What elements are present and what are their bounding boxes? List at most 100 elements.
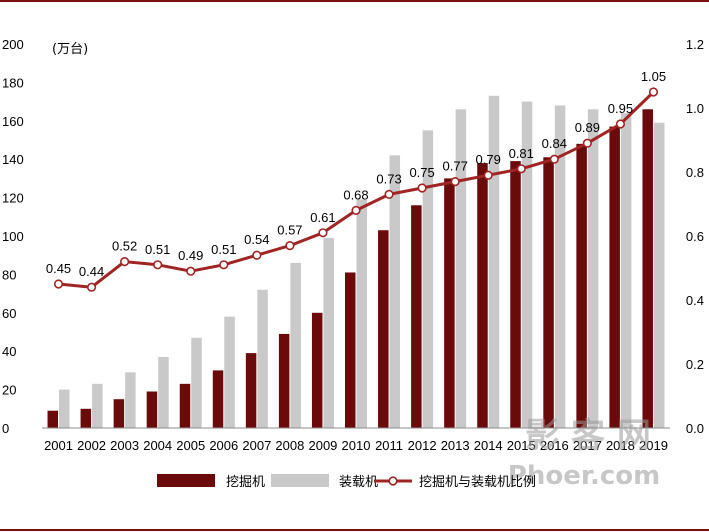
ratio-point (86, 282, 97, 292)
ratio-point (549, 154, 559, 164)
bar-loader (59, 389, 70, 428)
ratio-data-label: 0.57 (277, 223, 302, 238)
ratio-data-label: 0.79 (476, 152, 501, 167)
x-axis-tick-label: 2016 (540, 438, 569, 453)
ratio-data-label: 0.54 (244, 232, 269, 247)
ratio-point (153, 260, 163, 270)
bar-loader (653, 122, 665, 428)
unit-label: (万台) (52, 42, 88, 57)
left-axis-tick-label: 0 (2, 421, 9, 436)
bar-loader (356, 199, 367, 428)
watermark-line2: Phoer.com (508, 461, 660, 491)
ratio-point (318, 228, 328, 238)
ratio-point (648, 87, 659, 97)
bar-excavator (47, 410, 59, 428)
ratio-point (186, 266, 196, 276)
bar-excavator (510, 161, 521, 428)
bar-excavator (278, 333, 290, 428)
left-axis-tick-label: 100 (2, 229, 24, 244)
ratio-point (252, 250, 262, 260)
x-axis-tick-label: 2001 (44, 438, 73, 453)
bar-loader (191, 337, 202, 428)
left-axis-tick-label: 80 (2, 267, 16, 282)
right-axis-tick-label: 1.0 (686, 101, 704, 116)
x-axis-tick-label: 2006 (209, 438, 238, 453)
bar-excavator (311, 312, 323, 428)
ratio-point (120, 257, 130, 267)
bar-loader (125, 372, 136, 428)
ratio-data-label: 0.77 (443, 159, 468, 174)
x-axis-tick-label: 2012 (408, 438, 437, 453)
ratio-point (516, 164, 526, 174)
ratio-data-label: 0.84 (542, 136, 567, 151)
ratio-point (384, 189, 394, 199)
legend: 挖掘机 装载机 挖掘机与装载机比例 (157, 474, 536, 490)
x-axis-tick-label: 2013 (441, 438, 470, 453)
bar-excavator (411, 205, 422, 428)
bar-excavator (576, 143, 587, 428)
x-axis-tick-label: 2003 (110, 438, 139, 453)
watermark: 影 客 网 Phoer.com (508, 416, 660, 491)
bar-loader (521, 101, 533, 428)
ratio-point (351, 205, 361, 215)
left-axis-tick-label: 120 (2, 191, 24, 206)
ratio-data-label: 0.89 (575, 120, 600, 135)
bar-loader (455, 109, 467, 428)
bar-loader (620, 113, 632, 429)
bottom-rule (0, 529, 709, 531)
x-axis-tick-label: 2015 (507, 438, 536, 453)
bar-excavator (212, 370, 224, 428)
ratio-data-label: 0.81 (509, 146, 534, 161)
left-axis-tick-label: 160 (2, 114, 24, 129)
left-axis-tick-label: 200 (2, 37, 24, 52)
bar-excavator (146, 391, 158, 428)
bar-excavator (543, 157, 554, 428)
bar-excavator (179, 383, 191, 428)
x-axis-tick-label: 2017 (573, 438, 602, 453)
legend-label-loader: 装载机 (339, 475, 378, 490)
ratio-point (417, 183, 427, 193)
bar-loader (389, 155, 401, 429)
ratio-data-label: 0.95 (608, 101, 633, 116)
ratio-data-label: 0.45 (46, 261, 71, 276)
ratio-point (53, 279, 64, 289)
ratio-data-label: 1.05 (641, 69, 666, 84)
ratio-data-label: 0.52 (112, 239, 137, 254)
right-axis-tick-label: 1.2 (686, 37, 704, 52)
x-axis-tick-label: 2011 (375, 438, 403, 453)
x-axis-tick-label: 2014 (474, 438, 503, 453)
x-axis-tick-label: 2010 (342, 438, 371, 453)
bar-loader (290, 262, 301, 428)
ratio-data-label: 0.51 (211, 242, 236, 257)
right-axis-tick-label: 0.4 (686, 293, 704, 308)
bar-loader (422, 130, 434, 428)
ratio-point (615, 119, 626, 129)
left-axis-tick-label: 60 (2, 306, 16, 321)
ratio-point (219, 260, 229, 270)
ratio-data-label: 0.73 (376, 171, 401, 186)
legend-label-ratio: 挖掘机与装载机比例 (419, 475, 536, 490)
right-axis-tick-label: 0.2 (686, 357, 704, 372)
bar-loader (554, 105, 566, 428)
legend-swatch-loader (271, 474, 329, 487)
bar-loader (323, 237, 334, 428)
top-rule (0, 0, 709, 2)
x-axis-ticks: 2001 2002 2003 2004 2005 2006 2007 2008 2009 2010… (44, 438, 668, 453)
bar-excavator (477, 163, 488, 429)
bar-loader (587, 109, 599, 428)
bar-excavator (113, 399, 125, 428)
x-axis-tick-label: 2009 (308, 438, 337, 453)
left-axis-tick-label: 20 (2, 383, 16, 398)
x-axis-tick-label: 2008 (275, 438, 304, 453)
bar-excavator (609, 126, 620, 428)
bar-loader (257, 289, 268, 428)
bars (47, 95, 665, 429)
bar-excavator (642, 109, 653, 428)
ratio-point (285, 241, 295, 251)
ratio-point (483, 170, 493, 180)
bar-excavator (80, 408, 92, 428)
ratio-data-label: 0.61 (310, 210, 335, 225)
ratio-line-series: 0.45 0.44 0.52 0.51 0.49 0.51 0.54 0.57 0.61 0.68… (46, 69, 666, 292)
ratio-point (450, 177, 460, 187)
